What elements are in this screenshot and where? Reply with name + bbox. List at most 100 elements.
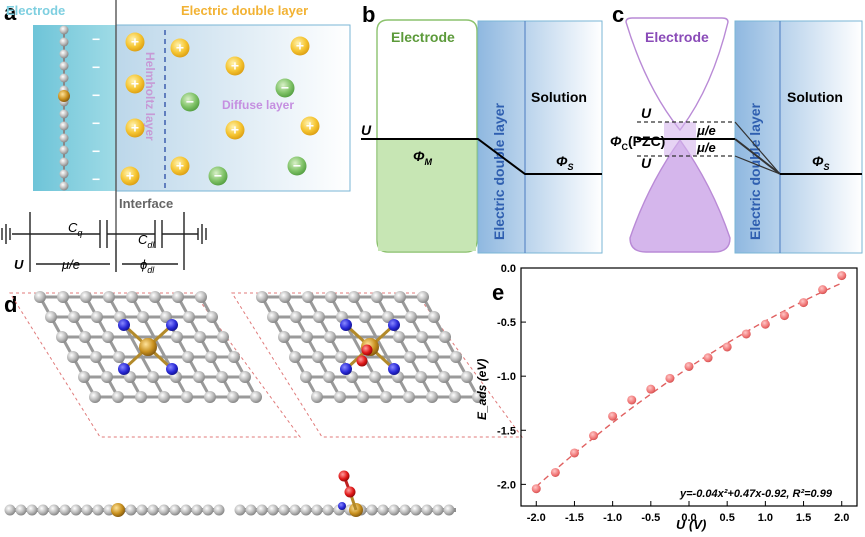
carbon-atom [57,291,69,303]
cation-sign: + [176,158,184,174]
carbon-atom [181,391,193,403]
side-carbon-atom [26,504,38,516]
diffuse-label: Diffuse layer [222,98,294,112]
u-label-a: U [14,257,24,272]
panel-label-b: b [362,2,375,27]
cation-sign: + [176,40,184,56]
side-carbon-atom [366,504,378,516]
carbon-atom [149,291,161,303]
side-carbon-atom [322,504,334,516]
x-tick-label: -1.5 [565,512,584,524]
side-carbon-atom [70,504,82,516]
carbon-atom [450,351,462,363]
equivalent-circuit [1,212,207,272]
anion-sign: − [281,80,289,96]
carbon-atom [45,311,57,323]
electrode-atom [59,73,69,83]
nitrogen-atom [388,363,400,375]
carbon-atom [89,391,101,403]
panel-c: c Electrode Electric double layer Soluti… [610,2,863,254]
carbon-atom [369,371,381,383]
cation [170,38,190,58]
side-carbon-atom [388,504,400,516]
cation-sign: + [131,120,139,136]
electrode-atom [59,169,69,179]
carbon-atom [427,351,439,363]
carbon-atom [193,371,205,383]
x-tick-label: 1.5 [796,512,811,524]
carbon-atom [311,391,323,403]
carbon-atom [172,291,184,303]
side-carbon-atom [37,504,49,516]
electrode-region [33,25,116,191]
edl-label-c: Electric double layer [747,103,763,240]
structure-side-view-left [4,503,225,517]
electrode-negative-charge: − [92,59,100,75]
helmholtz-label: Helmholtz layer [143,52,157,141]
side-carbon-atom [432,504,444,516]
x-axis-label: U (V) [676,517,706,532]
side-oxygen-atom [344,486,356,498]
side-carbon-atom [278,504,290,516]
anion-sign: − [186,94,194,110]
cation-sign: + [131,76,139,92]
nitrogen-atom [340,319,352,331]
side-carbon-atom [256,504,268,516]
carbon-atom [79,331,91,343]
cation [290,36,310,56]
side-carbon-atom [399,504,411,516]
panel-b: b Electrode Electric double layer Soluti… [361,2,603,254]
data-point [684,361,694,371]
mu-e-label-a: μ/e [61,257,80,272]
carbon-atom [80,291,92,303]
oxygen-atom [361,344,373,356]
anion [287,156,307,176]
side-carbon-atom [136,504,148,516]
carbon-atom [217,331,229,343]
side-metal-atom [111,503,125,517]
carbon-atom [78,371,90,383]
data-point [703,353,713,363]
carbon-atom [325,291,337,303]
electrode-fill-b [378,140,476,251]
side-carbon-atom [234,504,246,516]
carbon-atom [394,291,406,303]
carbon-atom [227,391,239,403]
y-tick-label: -1.0 [497,371,516,383]
carbon-atom [113,351,125,363]
y-tick-label: -1.5 [497,425,516,437]
carbon-atom [439,331,451,343]
electrode-charges: − − − − − − [92,31,100,187]
electrode-negative-charge: − [92,115,100,131]
cation-sign: + [231,58,239,74]
carbon-atom [256,291,268,303]
carbon-atom [239,371,251,383]
carbon-atom [302,291,314,303]
carbon-atom [183,311,195,323]
cation [300,116,320,136]
interface-label: Interface [119,196,173,211]
phi-s-label-c: ΦS [812,153,830,172]
carbon-atom [216,371,228,383]
carbon-atom [278,331,290,343]
carbon-atom [195,291,207,303]
x-tick-label: 0.5 [720,512,735,524]
carbon-atom [158,391,170,403]
electrode-atom [59,157,69,167]
data-point [722,342,732,352]
carbon-atom [404,351,416,363]
anion [208,166,228,186]
carbon-atom [461,371,473,383]
side-carbon-atom [15,504,27,516]
structure-top-view-right [231,291,523,438]
carbon-atom [290,311,302,323]
electrode-atom [59,49,69,59]
carbon-atom [312,351,324,363]
x-tick-label: 2.0 [834,512,849,524]
cdl-label: Cdl [138,232,155,250]
carbon-atom [415,371,427,383]
carbon-atom [135,391,147,403]
side-carbon-atom [300,504,312,516]
carbon-atom [67,351,79,363]
panel-d: d [4,291,523,517]
